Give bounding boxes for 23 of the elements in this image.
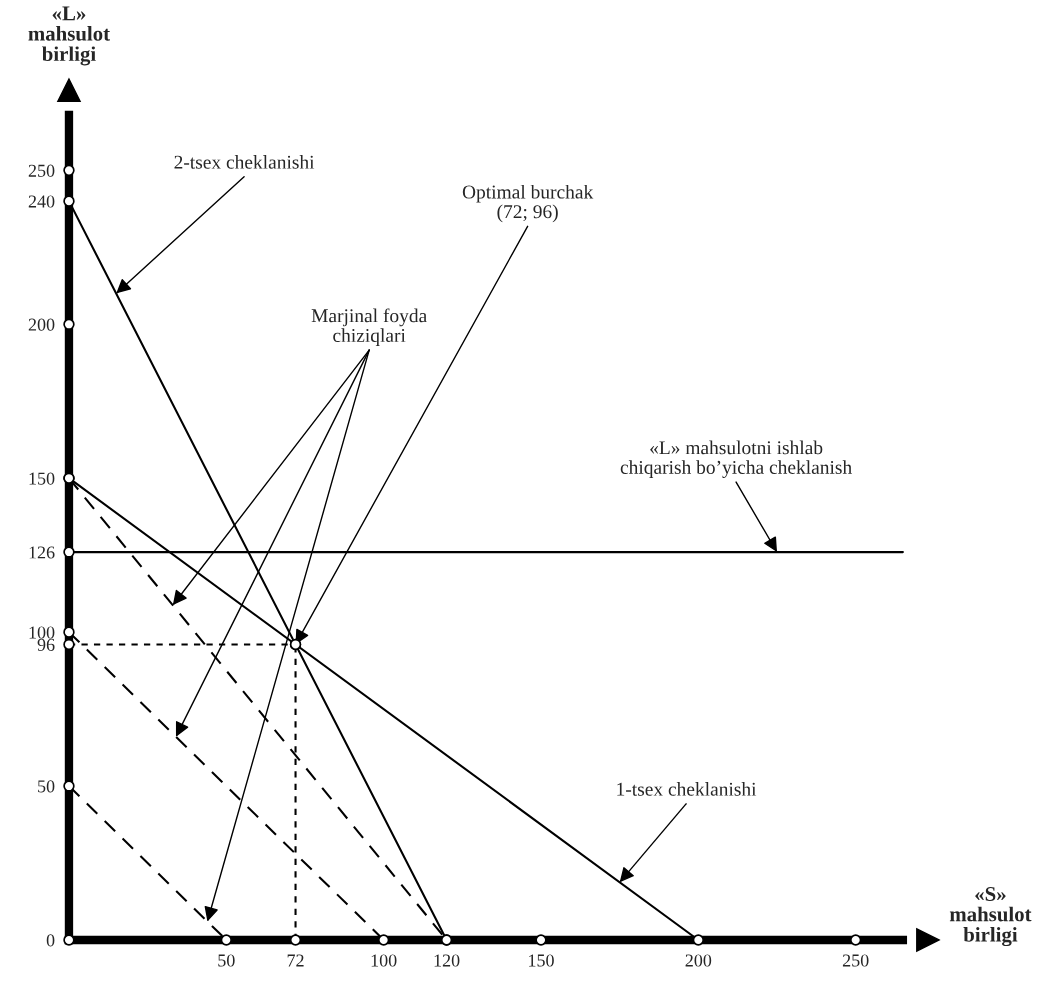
x-tick-label: 50 [218, 954, 235, 967]
annotation: Marjinal foyda chiziqlari [311, 308, 427, 346]
x-tick-label: 100 [371, 954, 397, 967]
x-tick-label: 72 [287, 954, 304, 967]
y-tick-label: 250 [28, 164, 55, 177]
y-tick-label: 240 [28, 195, 55, 208]
x-tick-label: 200 [685, 954, 712, 967]
annotation: 2-tsex cheklanishi [174, 155, 315, 169]
y-tick-label: 50 [38, 780, 55, 793]
y-tick-label: 150 [29, 472, 55, 485]
y-tick-label: 100 [29, 626, 55, 639]
x-tick-label: 150 [529, 954, 554, 967]
y-axis-title: «L» mahsulot birligi [28, 6, 110, 66]
annotation: «L» mahsulotni ishlab chiqarish bo’yicha cheklanish [620, 440, 852, 478]
x-tick-label: 120 [434, 954, 460, 967]
annotation: 1-tsex cheklanishi [617, 782, 757, 796]
x-axis-title: «S» mahsulot birligi [949, 887, 1032, 947]
x-tick-label: 250 [842, 954, 869, 967]
annotation: Optimal burchak (72; 96) [462, 184, 594, 223]
y-tick-label: 200 [28, 318, 55, 331]
y-tick-label: 126 [29, 546, 55, 559]
y-tick-label: 96 [37, 638, 55, 651]
y-tick-label: 0 [46, 934, 55, 947]
